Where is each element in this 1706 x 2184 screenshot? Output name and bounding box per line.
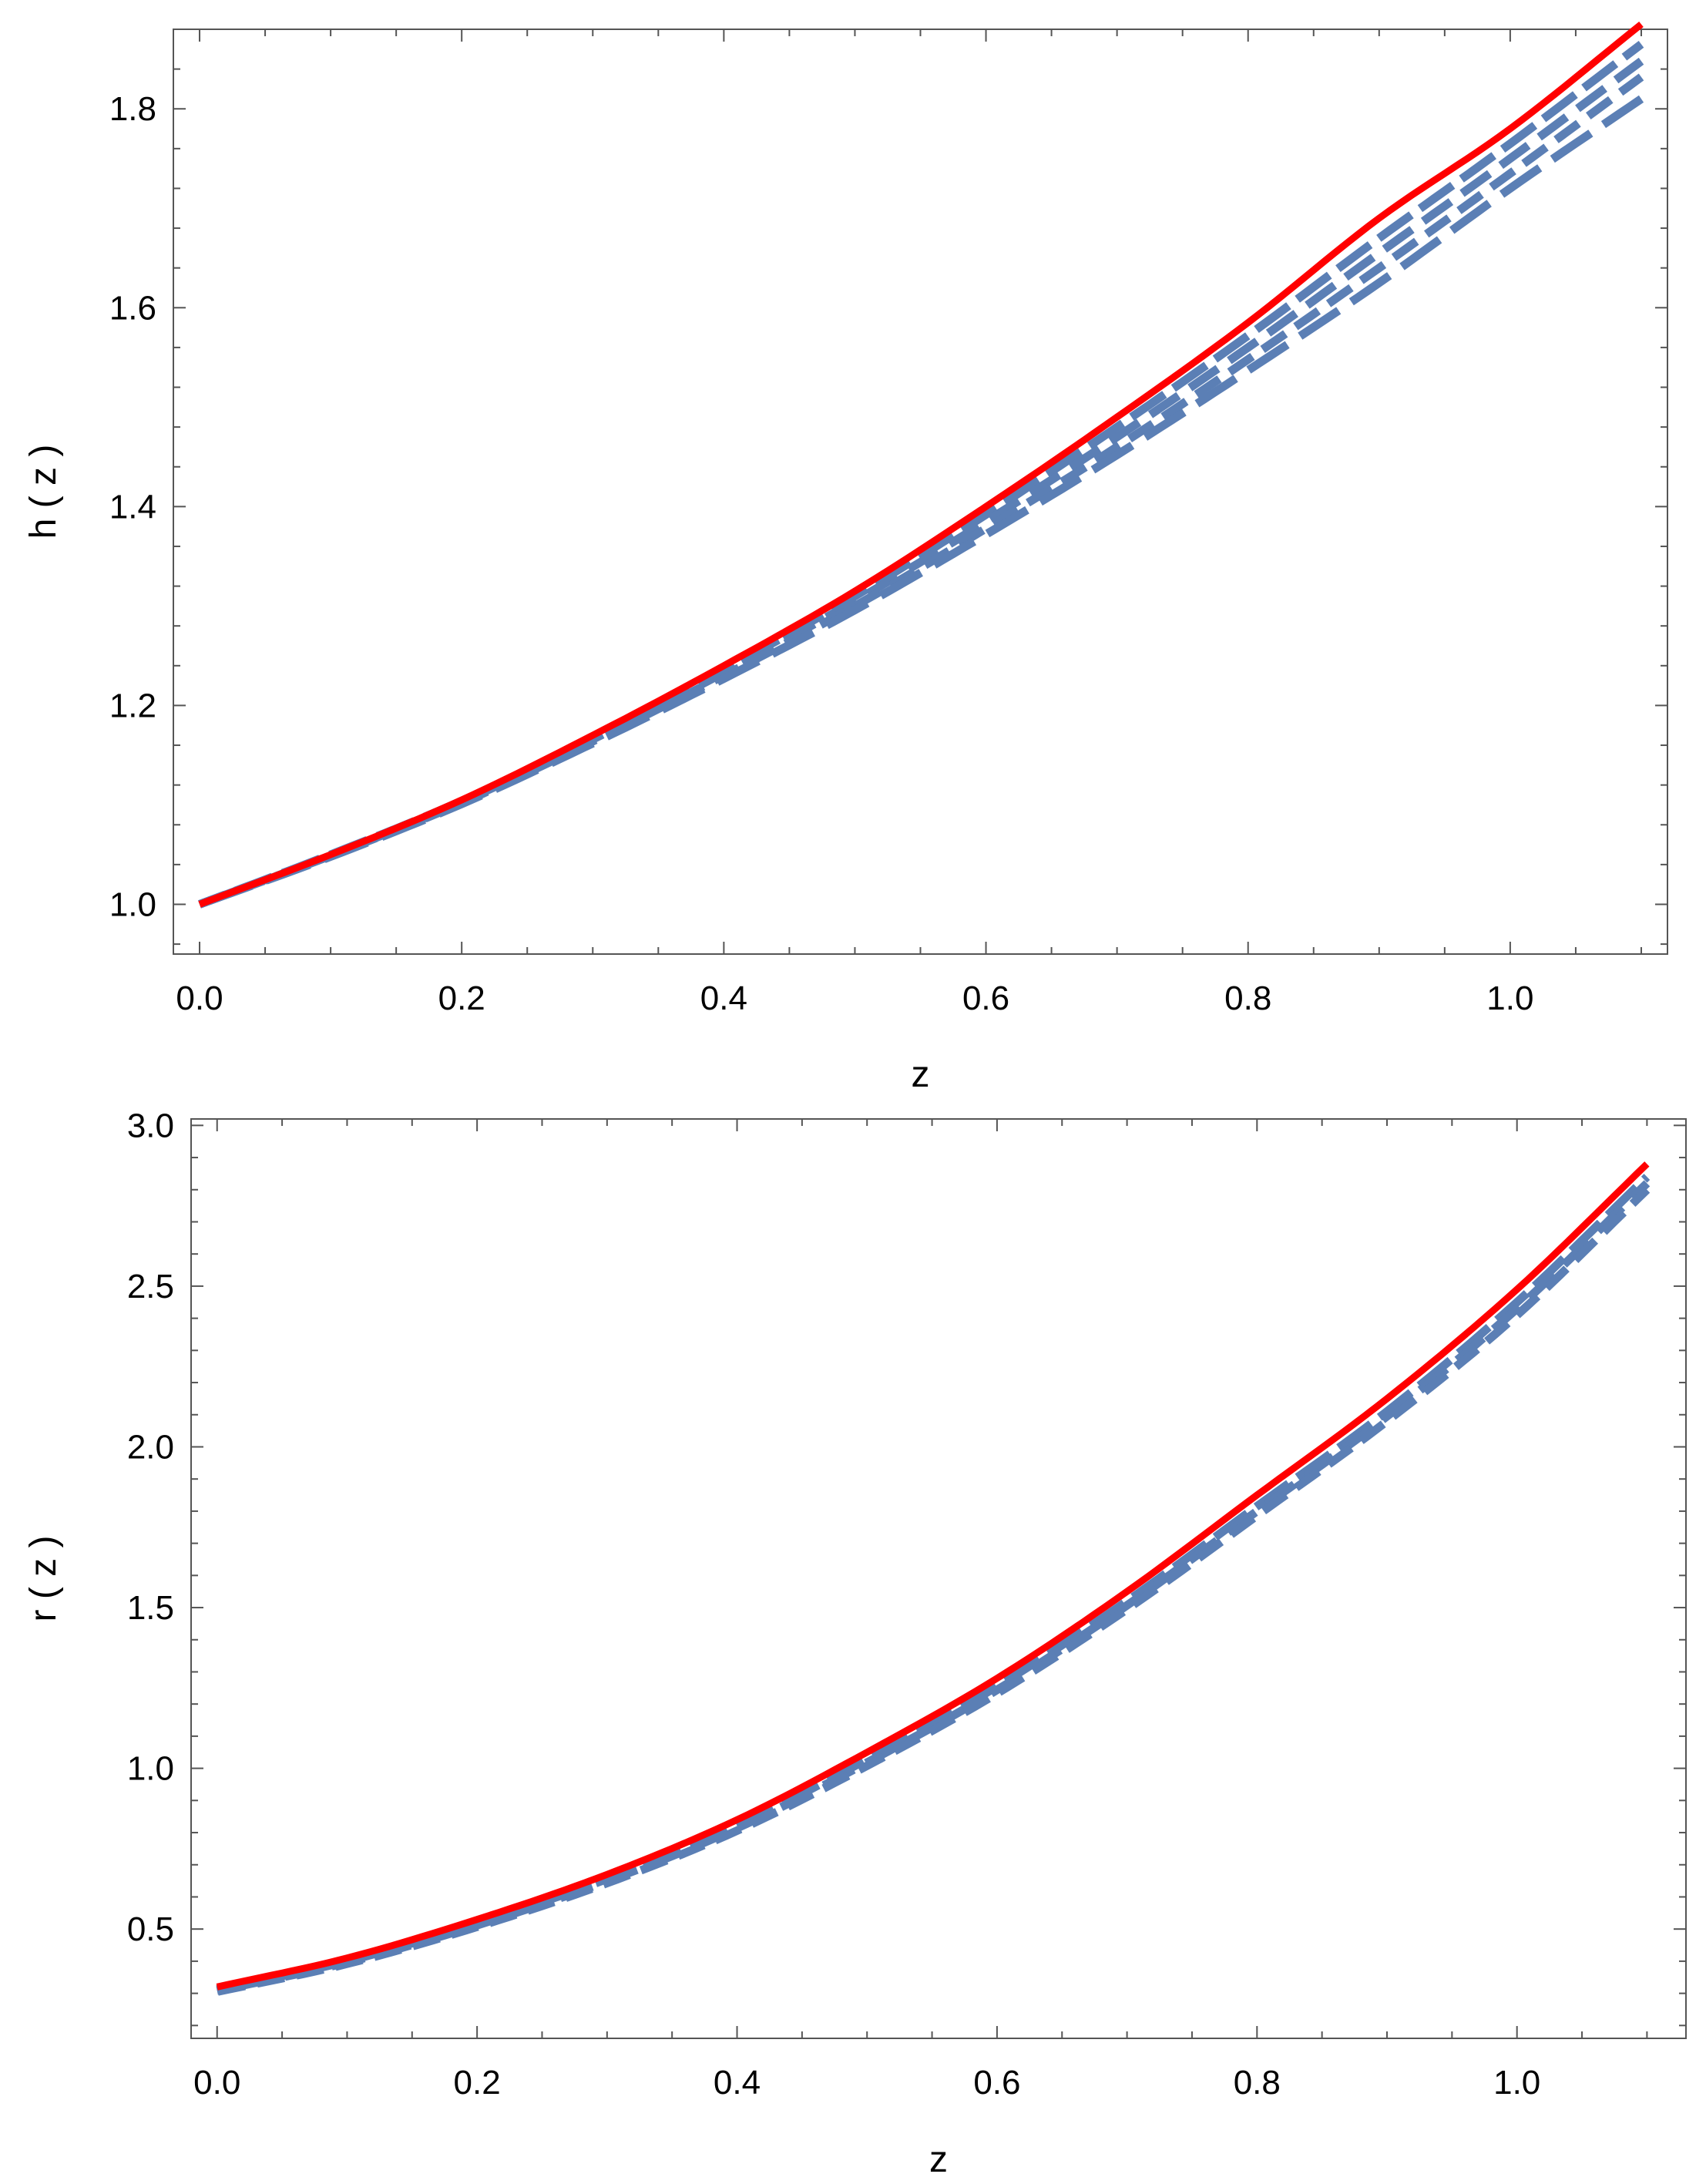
top-y-tick-label: 1.8 [109,90,156,128]
bottom-series-line-3 [216,1186,1651,1996]
top-y-axis-title: h ( z ) [23,445,64,539]
bottom-x-tick-label: 0.6 [973,2064,1020,2102]
bottom-y-tick-label: 0.5 [127,1910,174,1948]
bottom-x-tick-label: 0.4 [714,2064,761,2102]
top-x-axis-title: z [912,1054,930,1095]
bottom-y-tick-label: 2.5 [127,1268,174,1305]
bottom-chart: 0.0 0.2 0.4 0.6 0.8 1.0 0.5 1.0 1.5 2.0 2.5 3.0 z r (… [23,1107,1687,2180]
bottom-x-tick-label: 0.2 [454,2064,501,2102]
top-series-line-0 [198,21,1644,908]
bottom-y-tick-label: 1.0 [127,1750,174,1788]
top-x-tick-label: 0.0 [176,979,223,1017]
top-y-tick-label: 1.4 [109,488,156,526]
top-y-tick-label: 1.6 [109,289,156,327]
bottom-y-tick-label: 2.0 [127,1428,174,1466]
bottom-series-line-2 [216,1180,1651,1995]
bottom-plot-frame [190,1118,1687,2039]
top-plot-frame [173,29,1668,955]
bottom-y-tick-label: 1.5 [127,1589,174,1627]
bottom-series-line-0 [216,1161,1650,1991]
top-series-line-2 [198,57,1644,909]
top-chart: 0.0 0.2 0.4 0.6 0.8 1.0 1.0 1.2 1.4 1.6 1.8 z h ( z … [23,21,1668,1095]
bottom-y-tick-label: 3.0 [127,1107,174,1144]
top-y-tick-label: 1.0 [109,885,156,923]
top-x-tick-label: 0.6 [962,979,1009,1017]
bottom-x-tick-label: 0.8 [1234,2064,1281,2102]
top-series-line-1 [198,41,1644,909]
bottom-x-tick-label: 1.0 [1493,2064,1540,2102]
bottom-x-tick-label: 0.0 [193,2064,240,2102]
top-y-tick-label: 1.2 [109,687,156,724]
top-x-tick-label: 0.4 [700,979,747,1017]
bottom-y-axis-title: r ( z ) [23,1536,64,1622]
bottom-series-line-1 [216,1174,1651,1994]
top-x-tick-label: 1.0 [1486,979,1533,1017]
bottom-x-axis-title: z [929,2139,948,2180]
top-x-tick-label: 0.2 [438,979,485,1017]
top-x-tick-label: 0.8 [1224,979,1271,1017]
